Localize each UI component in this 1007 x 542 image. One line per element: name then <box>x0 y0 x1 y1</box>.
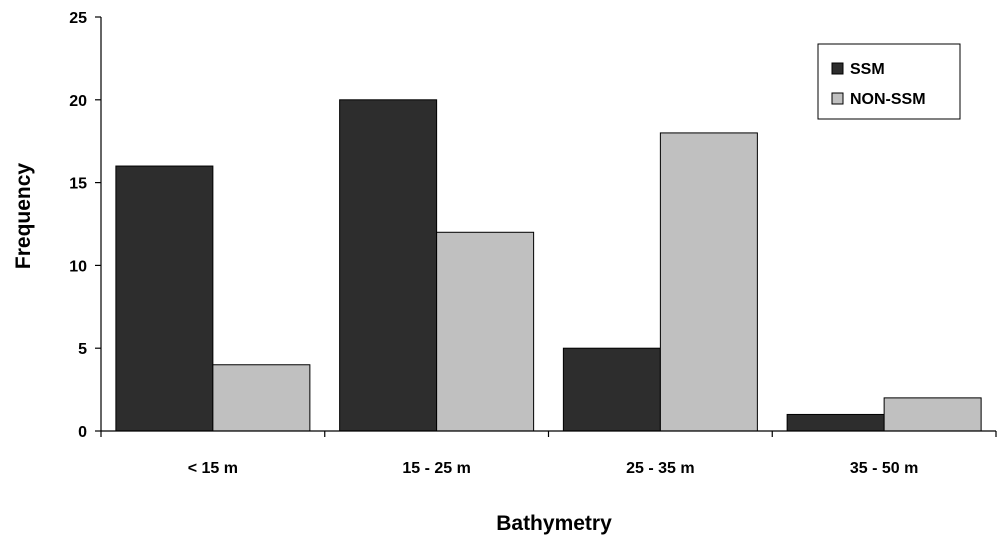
bar-ssm-1 <box>115 165 214 432</box>
bar-non-ssm-1 <box>212 364 311 432</box>
legend-label-non-ssm: NON-SSM <box>850 91 926 108</box>
legend-swatch-ssm <box>831 62 844 75</box>
bar-ssm-2 <box>339 99 438 432</box>
bar-ssm-4 <box>786 413 885 432</box>
legend-swatch-non-ssm <box>831 92 844 105</box>
x-tick-label: 35 - 50 m <box>850 460 918 477</box>
bar-ssm-3 <box>562 347 661 432</box>
x-tick-label: 25 - 35 m <box>626 460 694 477</box>
x-tick-label: 15 - 25 m <box>402 460 470 477</box>
x-axis-ticks: < 15 m 15 - 25 m 25 - 35 m 35 - 50 m <box>100 431 997 477</box>
legend-box <box>817 43 961 120</box>
x-tick-label: < 15 m <box>188 460 238 477</box>
legend: SSM NON-SSM <box>817 43 961 120</box>
y-tick-label: 5 <box>78 341 87 358</box>
legend-label-ssm: SSM <box>850 61 885 78</box>
y-tick-label: 10 <box>69 258 87 275</box>
y-tick-label: 0 <box>78 424 87 441</box>
y-tick-label: 20 <box>69 93 87 110</box>
bar-non-ssm-4 <box>883 397 982 432</box>
x-axis-title: Bathymetry <box>496 512 612 535</box>
bar-non-ssm-3 <box>659 132 758 432</box>
y-tick-label: 25 <box>69 10 87 27</box>
bar-non-ssm-2 <box>436 231 535 432</box>
bars-group <box>115 99 982 432</box>
y-axis-title: Frequency <box>12 163 35 270</box>
y-tick-label: 15 <box>69 176 87 193</box>
y-axis-ticks: 0 5 10 15 20 25 <box>69 10 101 441</box>
